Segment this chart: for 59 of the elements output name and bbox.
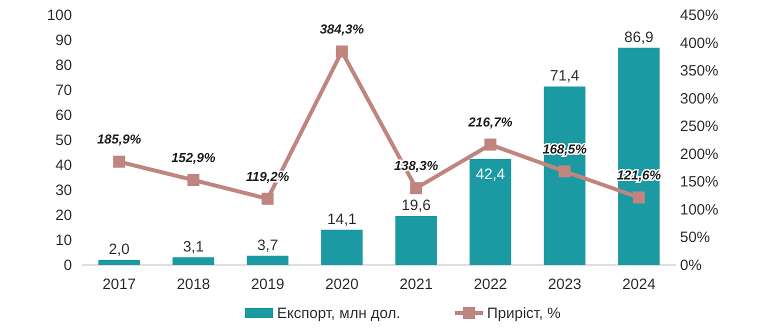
y2-tick-label: 200%	[680, 146, 718, 163]
y-tick-label: 60	[55, 107, 72, 124]
y-tick-label: 30	[55, 182, 72, 199]
point	[484, 138, 496, 151]
x-tick-label: 2024	[622, 276, 656, 293]
bar	[321, 230, 363, 265]
bar	[470, 159, 512, 265]
y-tick-label: 80	[55, 57, 72, 74]
x-tick-label: 2022	[474, 276, 508, 293]
y2-tick-label: 400%	[680, 34, 718, 52]
bar	[246, 256, 288, 265]
y-tick-label: 40	[55, 157, 72, 174]
y-tick-label: 50	[55, 132, 72, 149]
point	[262, 192, 274, 205]
y-tick-label: 10	[55, 232, 72, 249]
x-tick-label: 2021	[399, 276, 433, 293]
y2-tick-label: 50%	[680, 229, 710, 246]
data-label: 384,3%	[320, 22, 364, 36]
y2-tick-label: 100%	[680, 201, 718, 218]
point	[187, 174, 200, 186]
point	[558, 165, 571, 178]
data-label: 3,7	[257, 236, 278, 254]
y2-tick-label: 250%	[680, 118, 718, 136]
y2-tick-label: 300%	[680, 90, 718, 108]
point	[113, 156, 126, 168]
data-label: 3,1	[182, 238, 204, 256]
y2-tick-label: 0%	[680, 257, 702, 274]
bar	[618, 48, 660, 265]
bar	[172, 257, 214, 265]
legend-label: Приріст, %	[487, 305, 561, 322]
data-label: 19,6	[402, 197, 431, 214]
x-tick-label: 2019	[250, 276, 284, 293]
y2-tick-label: 350%	[680, 62, 718, 80]
data-label: 2,0	[108, 241, 130, 258]
bar	[98, 260, 140, 265]
x-tick-label: 2020	[325, 276, 359, 293]
data-label: 86,9	[624, 28, 654, 46]
y-tick-label: 70	[55, 82, 72, 99]
y2-tick-label: 450%	[680, 7, 718, 24]
legend-label: Експорт, млн дол.	[277, 305, 400, 322]
bar	[395, 216, 437, 265]
data-label: 42,4	[476, 166, 505, 183]
point	[632, 191, 645, 204]
y2-tick-label: 150%	[680, 174, 718, 191]
x-tick-label: 2017	[102, 276, 136, 293]
bar	[544, 86, 586, 265]
x-tick-label: 2018	[176, 276, 210, 293]
y-tick-label: 100	[46, 7, 72, 24]
x-tick-label: 2023	[548, 276, 582, 293]
data-label: 71,4	[550, 68, 580, 84]
y-tick-label: 90	[55, 32, 72, 49]
point	[410, 182, 422, 194]
data-label: 14,1	[327, 210, 356, 228]
data-label: 185,9%	[97, 132, 142, 147]
data-label: 152,9%	[171, 150, 216, 166]
y-tick-label: 20	[55, 207, 72, 224]
y-tick-label: 0	[64, 257, 72, 274]
point	[336, 46, 348, 58]
data-label: 216,7%	[467, 114, 513, 130]
